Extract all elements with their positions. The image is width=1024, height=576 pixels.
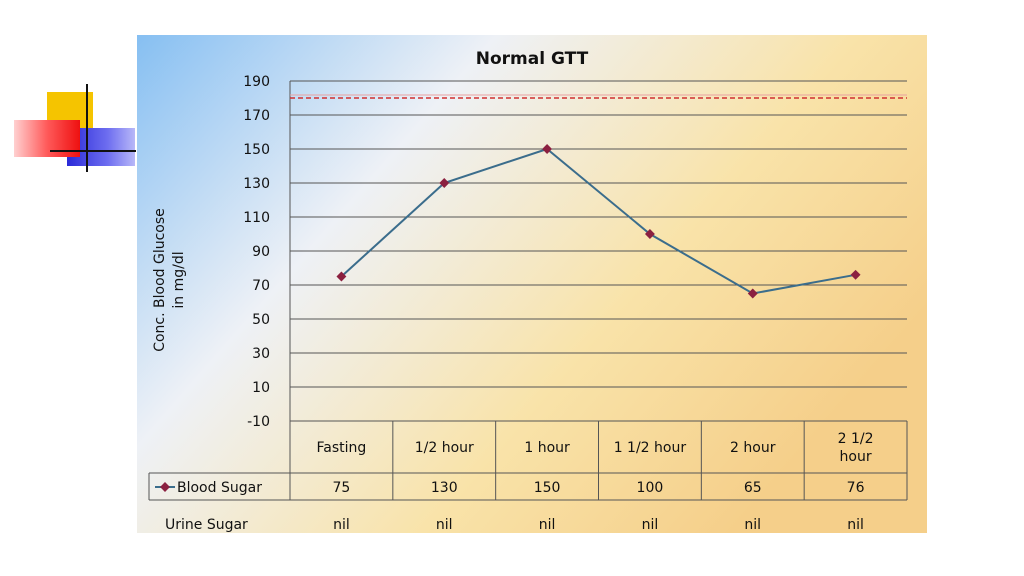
urine-sugar-value: nil <box>539 517 556 533</box>
y-tick-label: -10 <box>247 414 270 430</box>
data-table-value: 130 <box>431 480 458 496</box>
urine-sugar-value: nil <box>847 517 864 533</box>
y-tick-label: 150 <box>243 142 270 158</box>
data-table-value: 150 <box>534 480 561 496</box>
y-tick-label: 30 <box>252 346 270 362</box>
data-table-value: 100 <box>637 480 664 496</box>
x-category-label: 1/2 hour <box>415 440 474 456</box>
series-line <box>340 147 856 295</box>
x-category-label: 2 hour <box>730 440 776 456</box>
y-axis-label-line-1: Conc. Blood Glucose <box>152 208 168 352</box>
data-point <box>747 288 758 299</box>
urine-sugar-label: Urine Sugar <box>165 517 248 533</box>
urine-sugar-value: nil <box>642 517 659 533</box>
y-tick-label: 190 <box>243 74 270 90</box>
y-tick-label: 110 <box>243 210 270 226</box>
data-table-value: 76 <box>847 480 865 496</box>
y-tick-label: 50 <box>252 312 270 328</box>
data-table-value: 65 <box>744 480 762 496</box>
y-tick-label: 170 <box>243 108 270 124</box>
x-category-label: hour <box>840 449 872 465</box>
chart-svg: Normal GTT Conc. Blood Glucose in mg/dl … <box>137 35 927 533</box>
chart-background <box>137 35 927 533</box>
y-tick-label: 70 <box>252 278 270 294</box>
chart-panel: Normal GTT Conc. Blood Glucose in mg/dl … <box>137 35 927 533</box>
y-tick-label: 90 <box>252 244 270 260</box>
urine-sugar-value: nil <box>744 517 761 533</box>
x-category-label: 1 hour <box>524 440 570 456</box>
legend-label: Blood Sugar <box>177 480 262 496</box>
data-point <box>542 144 553 154</box>
x-category-label: 2 1/2 <box>838 431 874 447</box>
deco-horizontal-line <box>50 150 136 152</box>
data-point <box>336 271 347 282</box>
urine-sugar-value: nil <box>333 517 350 533</box>
data-point <box>850 269 861 280</box>
y-tick-label: 130 <box>243 176 270 192</box>
y-axis-label-line-2: in mg/dl <box>171 251 187 308</box>
data-point <box>439 178 450 188</box>
x-category-label: 1 1/2 hour <box>614 440 687 456</box>
data-table-value: 75 <box>333 480 351 496</box>
deco-vertical-line <box>86 84 88 172</box>
urine-sugar-value: nil <box>436 517 453 533</box>
chart-title: Normal GTT <box>476 49 589 69</box>
y-tick-label: 10 <box>252 380 270 396</box>
x-category-label: Fasting <box>317 440 367 456</box>
